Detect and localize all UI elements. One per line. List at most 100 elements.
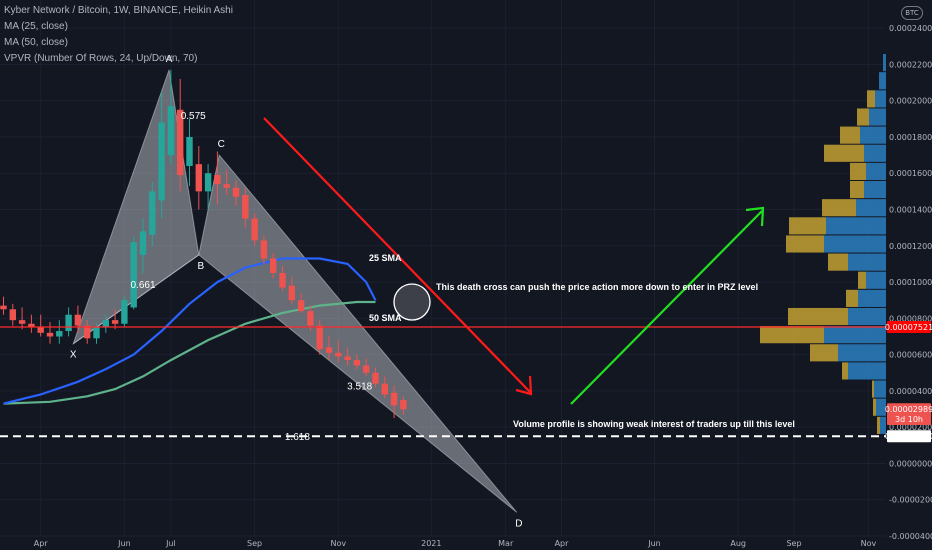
candle-body bbox=[372, 372, 379, 384]
volume-profile-down-bar bbox=[857, 108, 869, 126]
volume-profile-down-bar bbox=[828, 253, 848, 271]
pattern-ratio: 0.575 bbox=[181, 111, 206, 122]
time-axis-tick: Apr bbox=[555, 539, 570, 548]
candle-body bbox=[158, 122, 165, 201]
pattern-point-c: C bbox=[218, 139, 225, 150]
ma25-legend[interactable]: MA (25, close) bbox=[4, 21, 68, 32]
chart-labels: X A B C D 0.575 0.661 3.518 1.618 25 SMA 50 SMA Thi… bbox=[70, 54, 795, 530]
bearish-arrow-line bbox=[263, 117, 531, 393]
volume-profile-up-bar bbox=[824, 326, 886, 344]
currency-badge[interactable]: BTC bbox=[901, 6, 923, 20]
death-cross-circle bbox=[393, 283, 431, 321]
candle-body bbox=[177, 109, 184, 176]
candle-body bbox=[270, 258, 277, 273]
pattern-point-a: A bbox=[166, 54, 173, 65]
candle-body bbox=[84, 325, 91, 339]
volume-profile-up-bar bbox=[879, 72, 886, 90]
time-axis-tick: Jun bbox=[647, 539, 661, 548]
candle-body bbox=[167, 106, 175, 156]
candle-body bbox=[74, 314, 82, 326]
volume-profile-down-bar bbox=[850, 180, 864, 199]
candle-body bbox=[223, 184, 230, 188]
time-axis-tick: Aug bbox=[730, 539, 746, 548]
horizontal-lines bbox=[0, 326, 886, 438]
chart-legend: Kyber Network / Bitcoin, 1W, BINANCE, He… bbox=[4, 3, 233, 67]
volume-profile-down-bar bbox=[846, 289, 858, 307]
candle-body bbox=[204, 173, 212, 192]
volume-profile-up-bar bbox=[860, 126, 886, 144]
candle-body bbox=[46, 332, 54, 337]
candle-body bbox=[9, 309, 16, 321]
pattern-ratio: 3.518 bbox=[347, 381, 372, 392]
ma25-label: 25 SMA bbox=[369, 253, 402, 263]
volume-profile-down-bar bbox=[789, 217, 826, 235]
candles bbox=[0, 69, 407, 419]
candle-body bbox=[93, 327, 100, 339]
candle-body bbox=[65, 314, 72, 332]
candle-body bbox=[288, 285, 295, 301]
moving-averages bbox=[3, 257, 377, 405]
candle-body bbox=[279, 273, 286, 288]
price-marker bbox=[887, 403, 931, 416]
ma50-line bbox=[3, 300, 376, 405]
arrows bbox=[263, 117, 765, 405]
volume-profile-up-bar bbox=[858, 289, 886, 307]
pattern-point-x: X bbox=[70, 350, 77, 361]
price-marker-label: 0.00001500 bbox=[885, 432, 932, 441]
candle-body bbox=[316, 325, 323, 350]
candle-body bbox=[149, 191, 156, 235]
volume-profile-down-bar bbox=[810, 344, 838, 362]
time-axis-tick: Sep bbox=[247, 539, 262, 548]
candle-body bbox=[390, 392, 398, 406]
time-axis[interactable]: Apr Jun Jul Sep Nov 2021 Mar Apr Jun Aug Sep Nov bbox=[34, 539, 877, 548]
volume-profile-up-bar bbox=[869, 108, 886, 126]
chart-grid bbox=[0, 0, 886, 537]
volume-profile-up-bar bbox=[876, 398, 886, 416]
volume-profile-up-bar bbox=[838, 344, 886, 362]
volume-profile-down-bar bbox=[788, 307, 848, 326]
pattern-triangle-bcd bbox=[198, 153, 518, 513]
volume-profile-up-bar bbox=[864, 180, 886, 199]
harmonic-pattern bbox=[72, 69, 518, 513]
candle-body bbox=[307, 311, 314, 326]
symbol-title[interactable]: Kyber Network / Bitcoin, 1W, BINANCE, He… bbox=[4, 5, 233, 16]
price-marker-label: 0.00002989 bbox=[885, 405, 932, 414]
candle-body bbox=[381, 383, 388, 395]
volume-profile-up-bar bbox=[874, 380, 886, 398]
volume-profile-up-bar bbox=[866, 271, 886, 289]
vpvr-legend[interactable]: VPVR (Number Of Rows, 24, Up/Down, 70) bbox=[4, 53, 198, 64]
volume-profile-down-bar bbox=[840, 126, 860, 144]
candle-body bbox=[353, 360, 361, 366]
volume-profile-up-bar bbox=[875, 90, 886, 108]
time-axis-tick: Jun bbox=[117, 539, 131, 548]
time-axis-tick: Jul bbox=[165, 539, 176, 548]
candle-body bbox=[400, 399, 407, 410]
candle-body bbox=[130, 242, 137, 308]
time-axis-tick: Nov bbox=[861, 539, 877, 548]
candle-body bbox=[186, 136, 193, 166]
volume-profile-up-bar bbox=[864, 144, 886, 162]
bullish-arrow-line bbox=[570, 210, 763, 405]
time-axis-tick: Nov bbox=[330, 539, 346, 548]
ma50-legend[interactable]: MA (50, close) bbox=[4, 37, 68, 48]
candle-body bbox=[251, 218, 258, 241]
candle-body bbox=[214, 175, 221, 185]
candle-body bbox=[121, 300, 128, 324]
candle-body bbox=[260, 240, 268, 259]
price-marker bbox=[887, 321, 931, 334]
pattern-point-d: D bbox=[515, 518, 522, 529]
ma50-label: 50 SMA bbox=[369, 313, 402, 323]
bearish-arrowhead bbox=[515, 375, 533, 396]
candle-body bbox=[363, 365, 370, 373]
price-axis-background bbox=[886, 0, 932, 550]
volume-profile-up-bar bbox=[856, 199, 886, 217]
